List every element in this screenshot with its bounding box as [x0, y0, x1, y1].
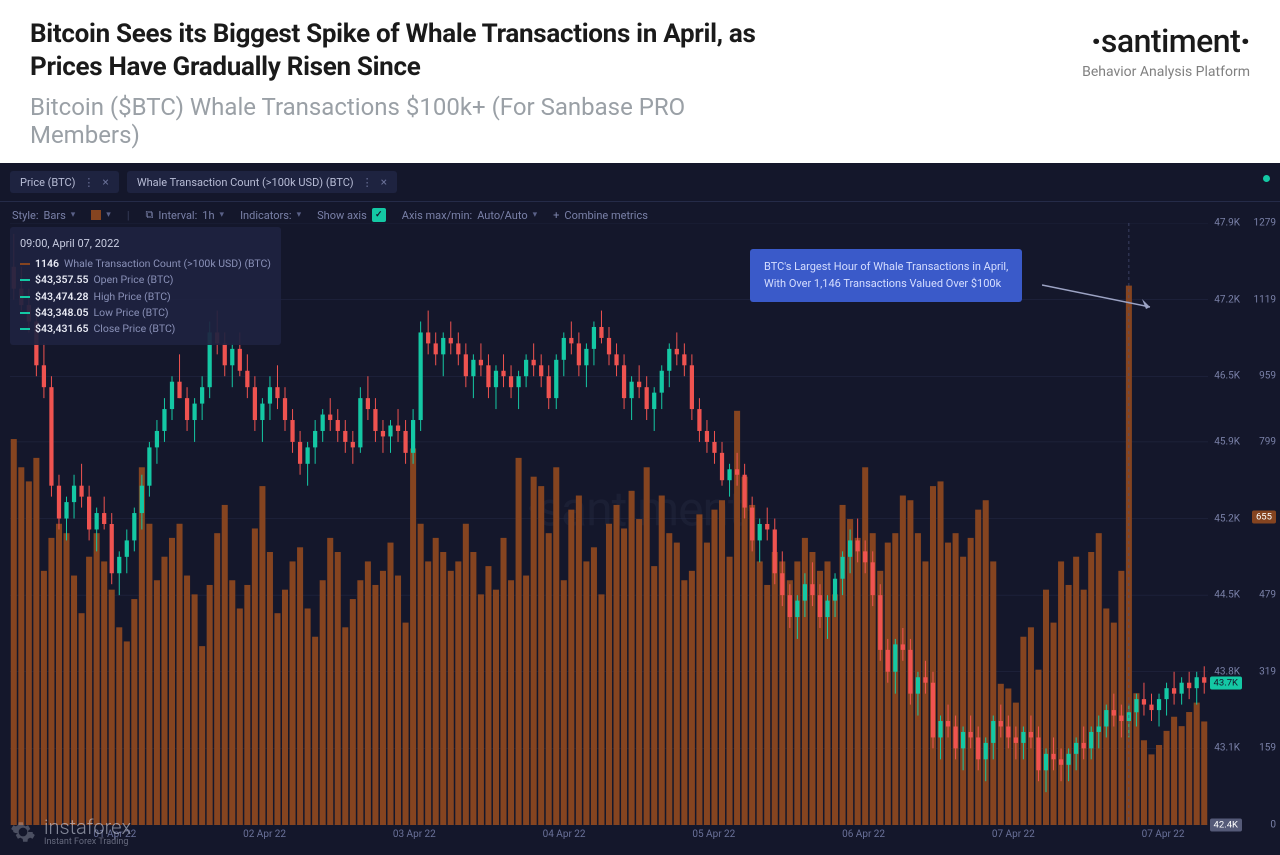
tooltip-row: $43,348.05 Low Price (BTC) — [20, 305, 271, 321]
chevron-down-icon: ▾ — [71, 210, 76, 220]
metric-chips: Price (BTC) ⋮ × Whale Transaction Count … — [0, 163, 1280, 202]
y-tick: 46.5K959 — [1210, 371, 1276, 382]
y-tick: 45.9K799 — [1210, 436, 1276, 447]
x-tick: 05 Apr 22 — [692, 829, 735, 840]
annotation-arrow — [1042, 281, 1162, 311]
chip-label: Whale Transaction Count (>100k USD) (BTC… — [137, 176, 354, 189]
interval-icon: ⧉ — [146, 208, 154, 222]
page-header: Bitcoin Sees its Biggest Spike of Whale … — [0, 0, 1280, 163]
x-axis: 01 Apr 2202 Apr 2203 Apr 2204 Apr 2205 A… — [10, 829, 1208, 845]
y-axis: 42.4K043.1K15943.8K31944.5K47945.2K63945… — [1210, 223, 1276, 825]
x-tick: 03 Apr 22 — [393, 829, 436, 840]
y-tick: 43.1K159 — [1210, 743, 1276, 754]
combine-metrics-button[interactable]: +Combine metrics — [553, 209, 648, 222]
x-tick: 04 Apr 22 — [543, 829, 586, 840]
plus-icon: + — [553, 209, 559, 222]
x-tick: 07 Apr 22 — [1142, 829, 1185, 840]
chip-menu-icon[interactable]: ⋮ — [362, 176, 373, 189]
x-tick: 06 Apr 22 — [842, 829, 885, 840]
chevron-down-icon: ▾ — [297, 210, 302, 220]
broker-name: instaforex — [44, 817, 131, 837]
broker-watermark: instaforex Instant Forex Trading — [10, 817, 131, 847]
tooltip-row: 1146 Whale Transaction Count (>100k USD)… — [20, 256, 271, 272]
chevron-down-icon: ▾ — [220, 210, 225, 220]
chevron-down-icon: ▾ — [106, 210, 111, 220]
tooltip-row: $43,357.55 Open Price (BTC) — [20, 272, 271, 288]
chart-annotation: BTC's Largest Hour of Whale Transactions… — [750, 249, 1022, 302]
y-axis-badge: 42.4K — [1210, 819, 1242, 832]
checkbox-checked-icon: ✓ — [372, 208, 386, 222]
gear-icon — [10, 819, 36, 845]
metric-chip-price[interactable]: Price (BTC) ⋮ × — [10, 171, 119, 193]
chip-label: Price (BTC) — [20, 176, 75, 189]
broker-sub: Instant Forex Trading — [44, 837, 131, 847]
tooltip-row: $43,431.65 Close Price (BTC) — [20, 321, 271, 337]
show-axis-toggle[interactable]: Show axis ✓ — [317, 208, 386, 222]
y-tick: 47.2K1119 — [1210, 294, 1276, 305]
page-title: Bitcoin Sees its Biggest Spike of Whale … — [30, 18, 790, 83]
interval-selector[interactable]: ⧉ Interval: 1h ▾ — [146, 208, 225, 222]
color-swatch — [91, 210, 101, 220]
chevron-down-icon: ▾ — [533, 210, 538, 220]
metric-chip-whale[interactable]: Whale Transaction Count (>100k USD) (BTC… — [127, 171, 397, 193]
style-selector[interactable]: Style: Bars ▾ — [12, 209, 75, 222]
page-subtitle: Bitcoin ($BTC) Whale Transactions $100k+… — [30, 93, 790, 149]
brand-logo: ·santiment· — [1082, 22, 1250, 60]
y-tick: 44.5K479 — [1210, 590, 1276, 601]
color-selector[interactable]: ▾ — [91, 210, 111, 220]
chip-menu-icon[interactable]: ⋮ — [83, 176, 94, 189]
axis-range-selector[interactable]: Axis max/min: Auto/Auto ▾ — [402, 209, 537, 222]
y-axis-badge: 655 — [1252, 510, 1276, 523]
brand-tagline: Behavior Analysis Platform — [1082, 64, 1250, 80]
indicators-selector[interactable]: Indicators:▾ — [240, 209, 301, 222]
tooltip-row: $43,474.28 High Price (BTC) — [20, 289, 271, 305]
x-tick: 02 Apr 22 — [243, 829, 286, 840]
close-icon[interactable]: × — [102, 175, 108, 189]
y-axis-badge: 43.7K — [1210, 676, 1242, 689]
close-icon[interactable]: × — [381, 175, 387, 189]
y-tick: 47.9K1279 — [1210, 218, 1276, 229]
hover-tooltip: 09:00, April 07, 2022 1146 Whale Transac… — [10, 227, 281, 345]
connection-status-dot — [1263, 175, 1270, 182]
x-tick: 07 Apr 22 — [992, 829, 1035, 840]
tooltip-datetime: 09:00, April 07, 2022 — [20, 235, 271, 252]
chart-panel: Price (BTC) ⋮ × Whale Transaction Count … — [0, 163, 1280, 855]
